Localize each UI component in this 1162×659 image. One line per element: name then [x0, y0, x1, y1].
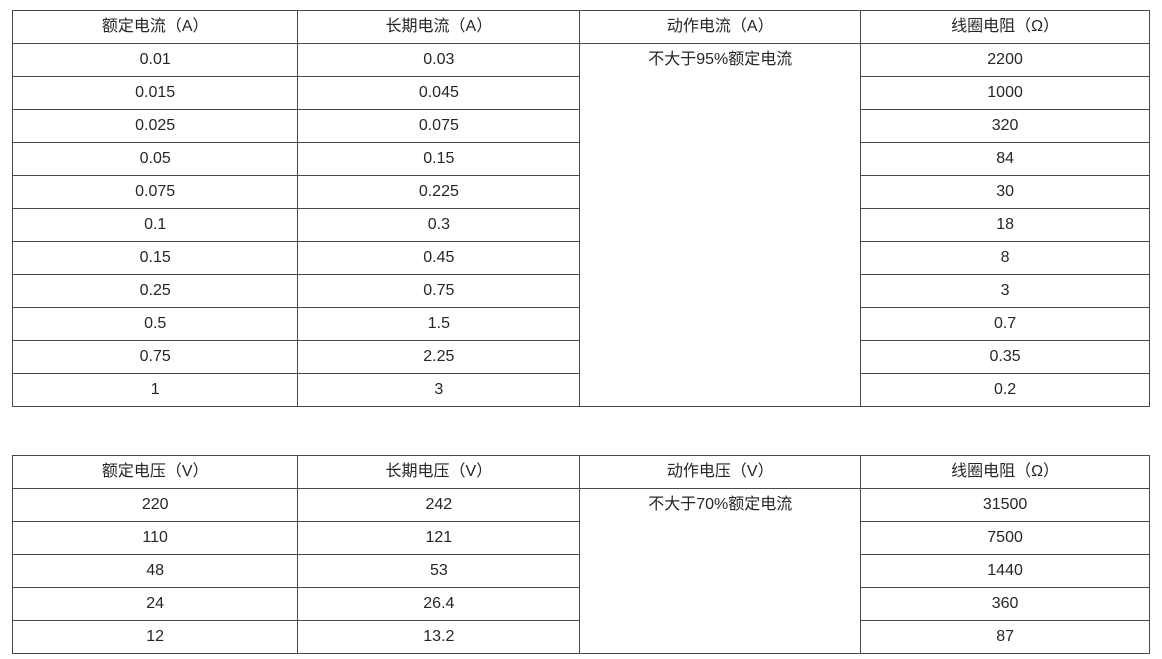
- table-cell: 2.25: [297, 340, 581, 374]
- table-row: 0.5 1.5 0.7: [11, 307, 1150, 341]
- table-cell: 13.2: [297, 620, 581, 654]
- table-cell: 87: [860, 620, 1150, 654]
- table-cell: 1440: [860, 554, 1150, 588]
- table-cell: 0.075: [297, 109, 581, 143]
- table-cell: 110: [11, 521, 299, 555]
- current-spec-table-head: 额定电流（A） 长期电流（A） 动作电流（A） 线圈电阻（Ω）: [11, 10, 1150, 44]
- table-cell: 26.4: [297, 587, 581, 621]
- merged-cell: 不大于95%额定电流: [579, 43, 862, 407]
- table-cell: 0.75: [297, 274, 581, 308]
- table-cell: 3: [297, 373, 581, 407]
- table-cell: 48: [11, 554, 299, 588]
- voltage-spec-table-body: 220 242 不大于70%额定电流 31500 110 121 7500 48 53 1440 2…: [11, 488, 1150, 654]
- table-cell: 53: [297, 554, 581, 588]
- column-header: 线圈电阻（Ω）: [860, 10, 1150, 44]
- table-row: 0.05 0.15 84: [11, 142, 1150, 176]
- table-cell: 121: [297, 521, 581, 555]
- table-cell: 1000: [860, 76, 1150, 110]
- table-row: 1 3 0.2: [11, 373, 1150, 407]
- table-cell: 320: [860, 109, 1150, 143]
- table-row: 220 242 不大于70%额定电流 31500: [11, 488, 1150, 654]
- table-cell: 31500: [860, 488, 1150, 522]
- table-cell: 0.05: [11, 142, 299, 176]
- table-cell: 0.3: [297, 208, 581, 242]
- column-header: 长期电流（A）: [297, 10, 581, 44]
- table-cell: 30: [860, 175, 1150, 209]
- table-cell: 84: [860, 142, 1150, 176]
- table-cell: 7500: [860, 521, 1150, 555]
- table-cell: 0.15: [11, 241, 299, 275]
- current-spec-table-body: 0.01 0.03 不大于95%额定电流 2200 0.015 0.045 1000 0.02…: [11, 43, 1150, 407]
- table-cell: 0.25: [11, 274, 299, 308]
- column-header: 额定电流（A）: [11, 10, 299, 44]
- table-row: 48 53 1440: [11, 554, 1150, 588]
- table-row: 12 13.2 87: [11, 620, 1150, 654]
- voltage-spec-table-head: 额定电压（V） 长期电压（V） 动作电压（V） 线圈电阻（Ω）: [11, 455, 1150, 489]
- table-cell: 18: [860, 208, 1150, 242]
- table-cell: 12: [11, 620, 299, 654]
- current-spec-table: 额定电流（A） 长期电流（A） 动作电流（A） 线圈电阻（Ω） 0.01 0.03 不大于…: [11, 10, 1150, 407]
- table-cell: 242: [297, 488, 581, 522]
- merged-cell: 不大于70%额定电流: [579, 488, 862, 654]
- column-header: 额定电压（V）: [11, 455, 299, 489]
- table-row: 0.15 0.45 8: [11, 241, 1150, 275]
- table-gap: [12, 407, 1162, 455]
- column-header: 线圈电阻（Ω）: [860, 455, 1150, 489]
- table-cell: 0.75: [11, 340, 299, 374]
- table-cell: 360: [860, 587, 1150, 621]
- table-cell: 0.1: [11, 208, 299, 242]
- table-cell: 0.45: [297, 241, 581, 275]
- table-cell: 8: [860, 241, 1150, 275]
- header-row: 额定电压（V） 长期电压（V） 动作电压（V） 线圈电阻（Ω）: [11, 455, 1150, 489]
- table-cell: 0.15: [297, 142, 581, 176]
- table-cell: 3: [860, 274, 1150, 308]
- table-row: 0.075 0.225 30: [11, 175, 1150, 209]
- table-cell: 0.2: [860, 373, 1150, 407]
- table-row: 0.015 0.045 1000: [11, 76, 1150, 110]
- table-cell: 0.35: [860, 340, 1150, 374]
- column-header: 动作电流（A）: [579, 10, 862, 44]
- column-header: 长期电压（V）: [297, 455, 581, 489]
- table-row: 24 26.4 360: [11, 587, 1150, 621]
- table-cell: 1.5: [297, 307, 581, 341]
- table-cell: 0.045: [297, 76, 581, 110]
- table-cell: 0.5: [11, 307, 299, 341]
- table-cell: 0.025: [11, 109, 299, 143]
- table-row: 0.025 0.075 320: [11, 109, 1150, 143]
- table-cell: 1: [11, 373, 299, 407]
- table-cell: 0.075: [11, 175, 299, 209]
- table-cell: 0.01: [11, 43, 299, 77]
- column-header: 动作电压（V）: [579, 455, 862, 489]
- table-cell: 0.015: [11, 76, 299, 110]
- table-cell: 0.225: [297, 175, 581, 209]
- table-cell: 0.03: [297, 43, 581, 77]
- table-cell: 24: [11, 587, 299, 621]
- table-row: 0.1 0.3 18: [11, 208, 1150, 242]
- table-cell: 220: [11, 488, 299, 522]
- table-cell: 0.7: [860, 307, 1150, 341]
- voltage-spec-table: 额定电压（V） 长期电压（V） 动作电压（V） 线圈电阻（Ω） 220 242 不大于70…: [11, 455, 1150, 654]
- header-row: 额定电流（A） 长期电流（A） 动作电流（A） 线圈电阻（Ω）: [11, 10, 1150, 44]
- table-row: 0.01 0.03 不大于95%额定电流 2200: [11, 43, 1150, 407]
- table-cell: 2200: [860, 43, 1150, 77]
